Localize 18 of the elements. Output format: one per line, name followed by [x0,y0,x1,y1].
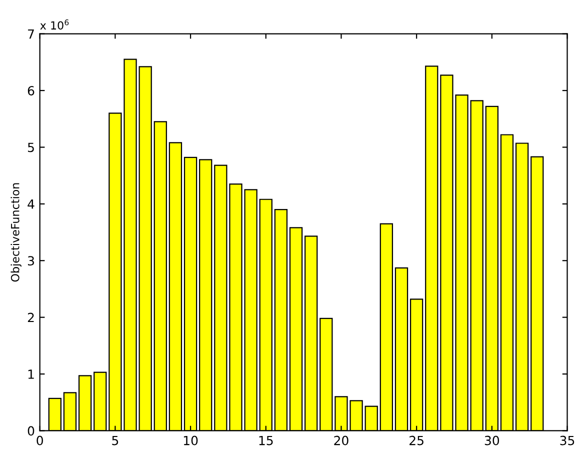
x-tick-label: 25 [410,436,424,446]
y-axis-title: ObjectiveFunction [10,183,22,282]
y-tick-label: 6 [28,86,34,96]
x-tick-label: 10 [184,436,198,446]
x-tick-label: 0 [36,436,43,446]
x-tick-label: 15 [259,436,273,446]
x-tick-label: 5 [112,436,118,446]
y-tick-label: 5 [28,142,34,152]
y-tick-label: 0 [28,426,34,436]
x-tick-label: 20 [334,436,348,446]
y-tick-label: 2 [28,312,34,322]
x-tick-label: 30 [484,436,500,446]
y-tick-label: 3 [28,256,34,266]
text: x 10$^{6}$ [40,19,69,30]
x-tick-label: 35 [560,436,574,446]
y-tick-label: 1 [28,370,34,379]
y-tick-label: 4 [28,200,34,209]
y-tick-label: 7 [28,29,34,39]
